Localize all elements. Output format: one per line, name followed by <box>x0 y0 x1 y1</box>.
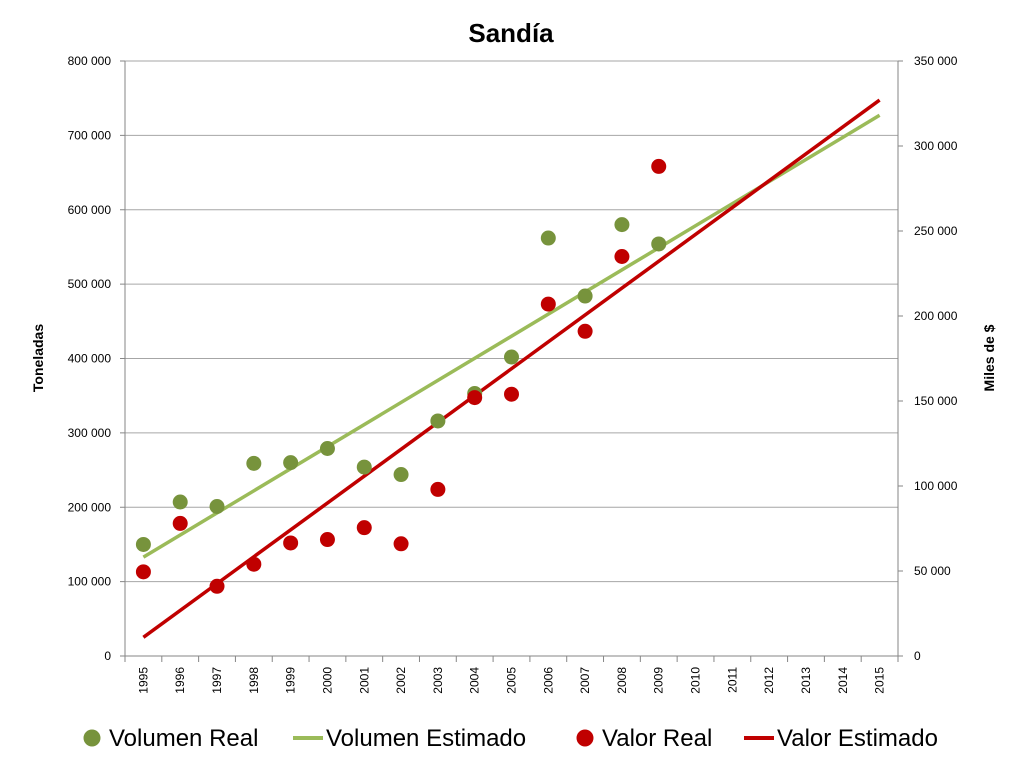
x-tick-label: 1997 <box>210 667 224 694</box>
point-volumen-real <box>356 459 372 475</box>
point-volumen-real <box>209 499 225 515</box>
y-tick-label: 0 <box>104 649 111 663</box>
y-tick-label: 200 000 <box>68 500 112 514</box>
x-tick-label: 2003 <box>431 667 445 694</box>
x-tick-label: 2010 <box>689 667 703 694</box>
point-volumen-real <box>246 455 262 471</box>
y-tick-label: 300 000 <box>68 426 112 440</box>
point-volumen-real <box>577 288 593 304</box>
y2-tick-label: 100 000 <box>914 479 958 493</box>
legend-marker-valor-real <box>576 729 594 747</box>
legend-marker-volumen-real <box>83 729 101 747</box>
y2-tick-label: 350 000 <box>914 54 958 68</box>
point-valor-real <box>393 536 409 552</box>
x-tick-label: 2012 <box>762 667 776 694</box>
y2-tick-label: 0 <box>914 649 921 663</box>
x-tick-label: 2009 <box>652 667 666 694</box>
y2-tick-label: 250 000 <box>914 224 958 238</box>
y2-tick-label: 50 000 <box>914 564 951 578</box>
point-valor-real <box>356 520 372 536</box>
chart-title: Sandía <box>468 18 554 48</box>
x-tick-label: 1998 <box>247 667 261 694</box>
x-tick-label: 2002 <box>394 667 408 694</box>
y-axis-title: Toneladas <box>30 324 46 392</box>
point-valor-real <box>172 515 188 531</box>
legend-label-volumen-estimado: Volumen Estimado <box>326 725 526 752</box>
y-tick-label: 400 000 <box>68 352 112 366</box>
x-tick-label: 1999 <box>284 667 298 694</box>
point-volumen-real <box>504 349 519 365</box>
point-valor-real <box>135 564 151 580</box>
x-tick-label: 2001 <box>357 667 371 694</box>
x-tick-label: 2008 <box>615 667 629 694</box>
point-valor-real <box>209 578 225 594</box>
point-valor-real <box>614 249 630 264</box>
y-tick-label: 700 000 <box>68 128 112 142</box>
grid-layer <box>125 60 898 583</box>
y2-axis-title: Miles de $ <box>981 324 997 391</box>
x-tick-label: 2015 <box>873 667 887 694</box>
point-valor-real <box>504 386 519 402</box>
y-tick-label: 500 000 <box>68 277 112 291</box>
legend-label-valor-estimado: Valor Estimado <box>777 725 938 752</box>
point-valor-real <box>319 532 335 548</box>
point-valor-real <box>430 481 446 497</box>
point-volumen-real <box>540 230 556 246</box>
legend-label-volumen-real: Volumen Real <box>109 725 258 752</box>
legend: Volumen Real Volumen Estimado Valor Real Va… <box>83 725 938 752</box>
y-tick-label: 100 000 <box>68 575 112 589</box>
y2-tick-label: 300 000 <box>914 139 958 153</box>
y2-tick-label: 150 000 <box>914 394 958 408</box>
x-tick-label: 2000 <box>320 667 334 694</box>
x-tick-label: 2007 <box>578 667 592 694</box>
point-valor-real <box>577 323 593 339</box>
point-volumen-real <box>283 455 299 471</box>
x-tick-label: 2006 <box>541 667 555 694</box>
point-volumen-real <box>393 467 409 483</box>
marks-layer <box>135 98 881 639</box>
point-volumen-real <box>651 236 667 252</box>
x-tick-label: 2004 <box>468 667 482 694</box>
point-volumen-real <box>614 217 630 233</box>
x-tick-label: 2011 <box>725 667 739 693</box>
x-tick-label: 1996 <box>173 667 187 694</box>
point-valor-real <box>467 390 483 406</box>
y2-tick-label: 200 000 <box>914 309 958 323</box>
x-tick-label: 2014 <box>836 667 850 694</box>
line-valor-estimado <box>142 98 881 639</box>
x-tick-label: 2013 <box>799 667 813 694</box>
point-volumen-real <box>135 536 151 552</box>
point-volumen-real <box>319 440 335 456</box>
y-tick-label: 600 000 <box>68 203 112 217</box>
point-valor-real <box>283 535 299 551</box>
point-valor-real <box>540 296 556 312</box>
legend-label-valor-real: Valor Real <box>602 725 712 752</box>
point-valor-real <box>651 158 667 174</box>
axes-layer: 0 100 000 200 000 300 000 400 000 500 000 600 … <box>68 54 958 694</box>
x-tick-label: 1995 <box>136 667 150 694</box>
y-tick-label: 800 000 <box>68 54 112 68</box>
x-tick-label: 2005 <box>505 667 519 694</box>
point-valor-real <box>246 556 262 572</box>
point-volumen-real <box>430 413 446 429</box>
point-volumen-real <box>172 494 188 510</box>
